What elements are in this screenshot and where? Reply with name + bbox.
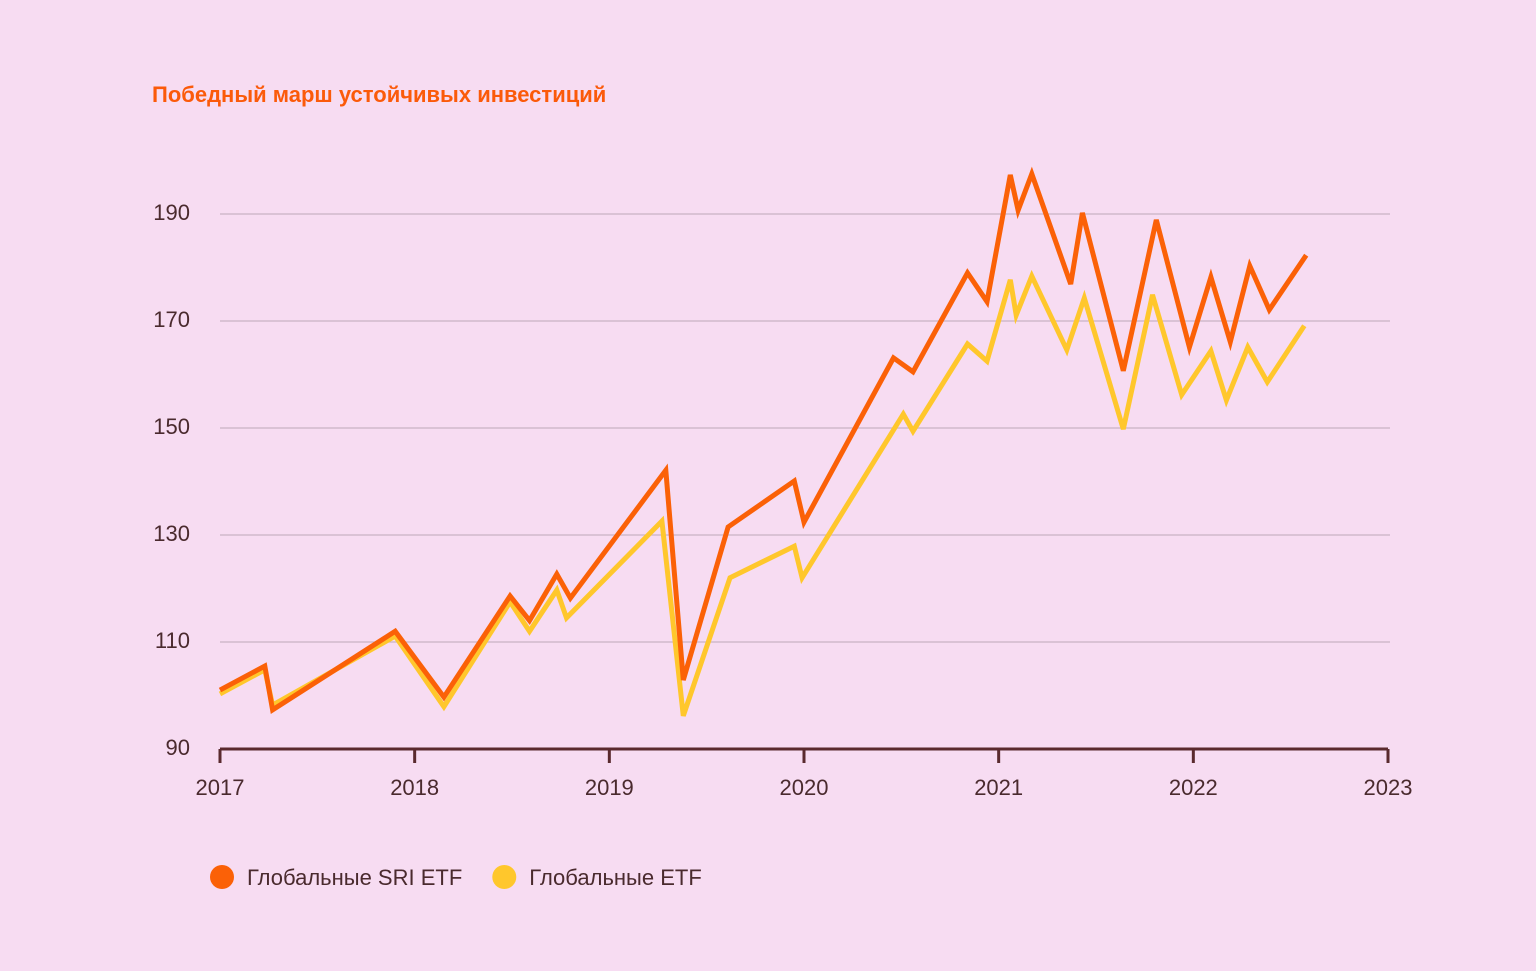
legend-label: Глобальные SRI ETF	[247, 865, 462, 890]
y-tick-label: 90	[166, 735, 190, 760]
y-tick-label: 150	[153, 414, 190, 439]
x-tick-label: 2017	[196, 775, 245, 800]
x-tick-label: 2022	[1169, 775, 1218, 800]
y-tick-label: 190	[153, 200, 190, 225]
line	[218, 269, 1307, 717]
x-tick-label: 2020	[780, 775, 829, 800]
x-tick-label: 2023	[1364, 775, 1413, 800]
line	[218, 166, 1309, 715]
chart-title: Победный марш устойчивых инвестиций	[152, 82, 606, 107]
legend-marker	[492, 865, 517, 889]
legend-label: Глобальные ETF	[529, 865, 702, 890]
x-tick-label: 2021	[974, 775, 1023, 800]
y-tick-label: 130	[153, 521, 190, 546]
y-tick-label: 110	[155, 628, 190, 653]
x-tick-label: 2019	[585, 775, 634, 800]
x-tick-label: 2018	[390, 775, 439, 800]
y-tick-label: 170	[153, 307, 190, 332]
legend-marker	[210, 865, 234, 889]
